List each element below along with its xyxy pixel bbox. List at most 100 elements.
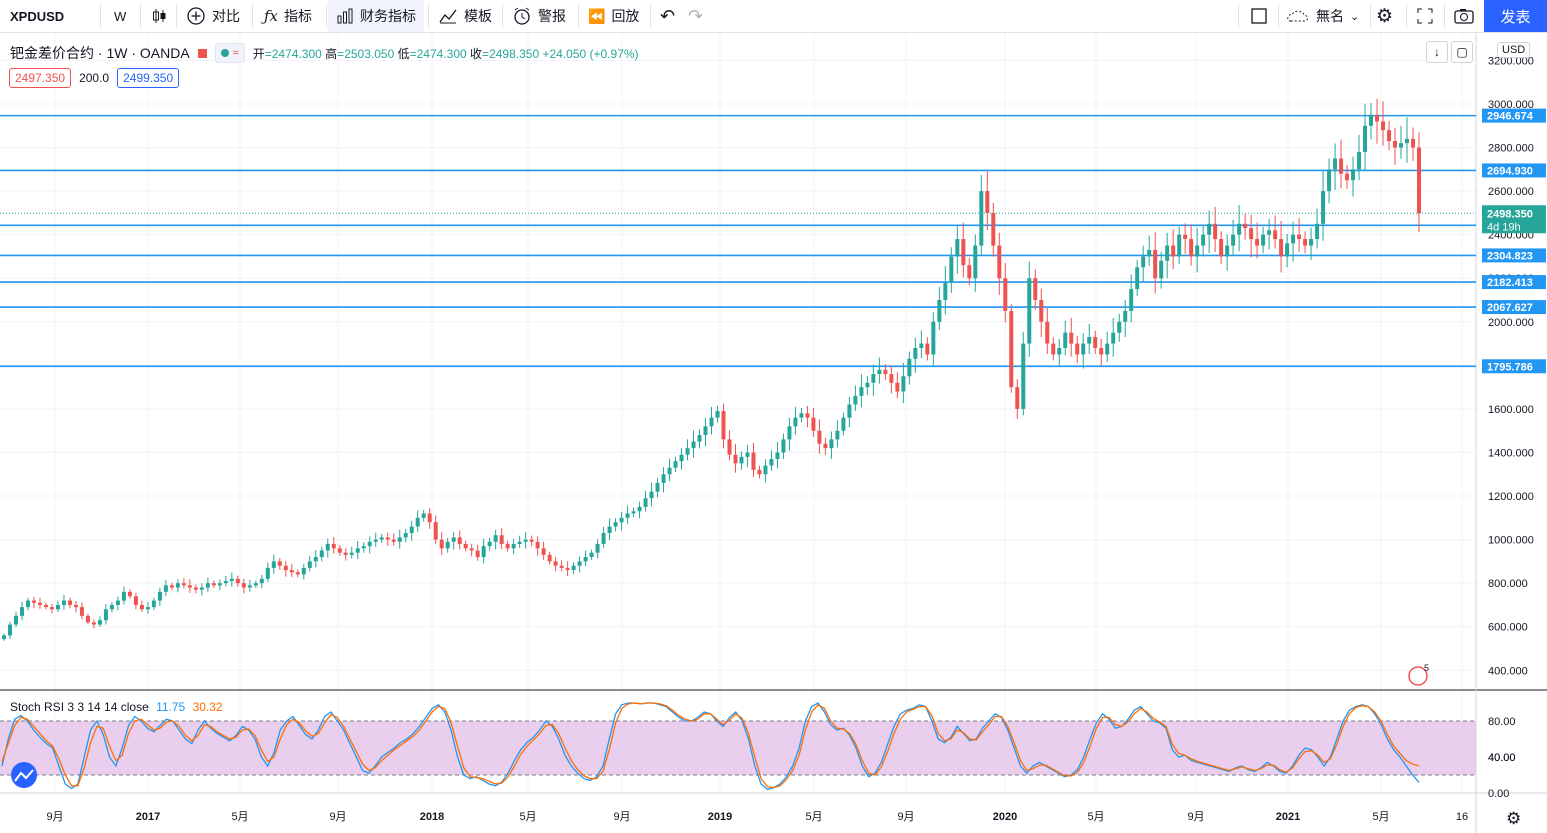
candle-body xyxy=(217,583,222,586)
candle-body xyxy=(835,430,840,440)
close-label: 收 xyxy=(470,46,483,61)
candle-body xyxy=(1387,130,1392,142)
candle-body xyxy=(193,587,198,590)
time-tick-label: 2019 xyxy=(708,811,732,823)
candle-body xyxy=(757,469,762,475)
candle-body xyxy=(541,548,546,555)
candle-body xyxy=(1291,234,1296,244)
candle-body xyxy=(865,382,870,388)
gear-icon: ⚙ xyxy=(1376,5,1394,27)
candle-body xyxy=(1105,343,1110,355)
redo-button[interactable]: ↷ xyxy=(688,0,703,32)
layout-name-button[interactable]: 無名 ⌄ xyxy=(1286,0,1359,32)
event-count: 5 xyxy=(1424,663,1429,673)
oscillator-tick-label: 80.00 xyxy=(1488,716,1516,728)
candle-body xyxy=(913,347,918,359)
price-chart[interactable]: 3200.0003000.0002800.0002600.0002400.000… xyxy=(0,33,1547,833)
bar-chart-icon xyxy=(337,8,353,24)
publish-button[interactable]: 发表 xyxy=(1484,0,1547,32)
compare-button[interactable]: 对比 xyxy=(186,0,240,32)
symbol-search-button[interactable]: XPDUSD xyxy=(10,0,64,32)
publish-label: 发表 xyxy=(1500,8,1531,26)
candle-body xyxy=(235,578,240,584)
candle-body xyxy=(145,607,150,610)
separator xyxy=(1406,4,1407,28)
indicator-name: Stoch RSI 3 3 14 14 close xyxy=(10,700,149,714)
redo-icon: ↷ xyxy=(688,5,704,26)
last-price-tag xyxy=(1482,205,1546,234)
wave-icon: ≈ xyxy=(232,47,239,59)
ask-button[interactable]: 2499.350 xyxy=(117,68,180,88)
candle-body xyxy=(889,374,894,383)
candle-body xyxy=(253,583,258,586)
time-tick-label: 9月 xyxy=(1187,811,1204,823)
candle-body xyxy=(1369,114,1374,126)
candle-body xyxy=(67,600,72,605)
indicator-k-value: 11.75 xyxy=(156,700,186,714)
candle-body xyxy=(661,474,666,483)
candle-body xyxy=(247,585,252,588)
candle-body xyxy=(295,572,300,575)
candle-body xyxy=(187,585,192,588)
chart-style-button[interactable] xyxy=(150,0,168,32)
candle-body xyxy=(1363,125,1368,152)
candle-body xyxy=(751,452,756,470)
layout-button[interactable] xyxy=(1250,0,1268,32)
candle-body xyxy=(607,526,612,534)
candle-body xyxy=(673,461,678,468)
price-tick-label: 1400.000 xyxy=(1488,447,1534,459)
candle-body xyxy=(571,565,576,571)
maximize-pane-button[interactable]: ▢ xyxy=(1451,41,1473,63)
oscillator-tick-label: 0.00 xyxy=(1488,788,1509,800)
candle-body xyxy=(805,413,810,418)
legend-toggle[interactable]: ≈ xyxy=(214,43,245,63)
candle-body xyxy=(1003,278,1008,311)
bid-button[interactable]: 2497.350 xyxy=(9,68,72,88)
candle-body xyxy=(667,467,672,475)
level-price-label: 1795.786 xyxy=(1487,361,1533,373)
candle-body xyxy=(811,417,816,431)
time-tick-label: 5月 xyxy=(1372,811,1389,823)
candles xyxy=(2,98,1421,641)
time-tick-label: 9月 xyxy=(613,811,630,823)
candle-body xyxy=(535,541,540,549)
candle-body xyxy=(1219,239,1224,257)
candle-body xyxy=(1261,234,1266,246)
interval-label: W xyxy=(114,8,127,24)
time-tick-label: 2020 xyxy=(993,811,1017,823)
maximize-icon: ▢ xyxy=(1456,45,1468,59)
candle-body xyxy=(841,417,846,431)
candle-body xyxy=(1033,278,1038,301)
undo-button[interactable]: ↶ xyxy=(660,0,675,32)
candle-body xyxy=(1231,234,1236,246)
level-price-tag xyxy=(1482,108,1546,123)
compare-label: 对比 xyxy=(212,8,240,24)
candle-body xyxy=(1195,245,1200,257)
alarm-clock-icon xyxy=(514,7,530,25)
open-label: 开 xyxy=(252,46,265,61)
snapshot-button[interactable] xyxy=(1453,0,1475,32)
candle-body xyxy=(643,498,648,507)
candle-body xyxy=(331,543,336,549)
time-tick-label: 9月 xyxy=(897,811,914,823)
candle-body xyxy=(991,212,996,246)
candle-body xyxy=(205,583,210,588)
low-value: 2474.300 xyxy=(416,46,467,61)
interval-button[interactable]: W xyxy=(114,0,126,32)
currency-label[interactable]: USD xyxy=(1497,42,1531,58)
candle-body xyxy=(223,580,228,584)
alert-button[interactable]: 警报 xyxy=(512,0,566,32)
candle-body xyxy=(283,565,288,571)
candle-body xyxy=(427,513,432,523)
open-value: 2474.300 xyxy=(271,46,322,61)
replay-button[interactable]: ⏪ 回放 xyxy=(588,0,639,32)
templates-button[interactable]: 模板 xyxy=(438,0,492,32)
candle-body xyxy=(2,635,6,640)
indicators-button[interactable]: ƒx 指标 xyxy=(264,0,312,32)
settings-button[interactable]: ⚙ xyxy=(1376,0,1393,32)
chart-settings-gear-icon[interactable]: ⚙ xyxy=(1506,809,1521,829)
fullscreen-button[interactable] xyxy=(1416,0,1434,32)
candle-body xyxy=(547,554,552,562)
financial-indicators-button[interactable]: 财务指标 xyxy=(328,0,424,32)
collapse-legend-button[interactable]: ↓ xyxy=(1426,41,1448,63)
